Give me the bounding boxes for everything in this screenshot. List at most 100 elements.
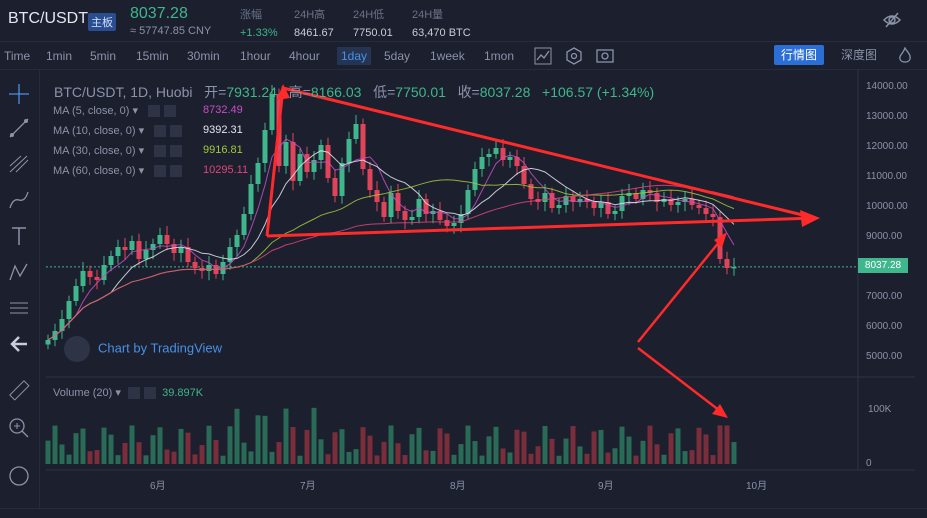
tf-time[interactable]: Time bbox=[4, 49, 31, 63]
candle-body bbox=[262, 130, 268, 163]
ma30-legend[interactable]: MA (30, close, 0) ▾ 9916.81 bbox=[53, 144, 243, 158]
measure-icon[interactable] bbox=[7, 296, 31, 320]
lock-icon[interactable] bbox=[7, 464, 31, 488]
depth-view-button[interactable]: 深度图 bbox=[840, 48, 877, 62]
kline-view-button[interactable]: 行情图 bbox=[774, 45, 824, 65]
ruler-icon[interactable] bbox=[7, 378, 31, 402]
stat-change: 涨幅 +1.33% bbox=[240, 6, 278, 39]
crosshair-icon[interactable] bbox=[7, 82, 31, 106]
screenshot-icon[interactable] bbox=[596, 47, 614, 65]
ma10-legend[interactable]: MA (10, close, 0) ▾ 9392.31 bbox=[53, 124, 243, 138]
tf-1mon[interactable]: 1mon bbox=[484, 49, 515, 63]
candle-body bbox=[423, 199, 429, 214]
tf-15min[interactable]: 15min bbox=[136, 49, 169, 63]
stat-value: 63,470 BTC bbox=[412, 27, 471, 39]
stat-high: 24H高 8461.67 bbox=[294, 6, 334, 39]
volume-bar bbox=[206, 425, 212, 464]
fib-icon[interactable] bbox=[7, 152, 31, 176]
volume-bar bbox=[570, 426, 576, 464]
ma-value: 9916.81 bbox=[203, 144, 243, 156]
volume-axis-label: 0 bbox=[866, 458, 872, 469]
change-value: +106.57 (+1.34%) bbox=[542, 84, 655, 100]
price-axis-label: 6000.00 bbox=[866, 321, 903, 332]
candle-body bbox=[290, 142, 296, 181]
arrowhead-down bbox=[712, 404, 728, 418]
tf-4hour[interactable]: 4hour bbox=[289, 49, 320, 63]
pattern-icon[interactable] bbox=[7, 260, 31, 284]
ma60-line bbox=[47, 184, 735, 341]
tf-5min[interactable]: 5min bbox=[90, 49, 117, 63]
volume-bar bbox=[122, 442, 128, 464]
volume-bar bbox=[486, 436, 492, 464]
tf-1week[interactable]: 1week bbox=[430, 49, 465, 63]
flame-icon[interactable] bbox=[898, 47, 912, 65]
candle-body bbox=[346, 139, 352, 163]
volume-bar bbox=[675, 428, 681, 464]
ma5-line bbox=[47, 138, 735, 341]
candle-body bbox=[682, 199, 688, 202]
text-tool-icon[interactable] bbox=[7, 224, 31, 248]
candle-body bbox=[122, 247, 128, 250]
candle-body bbox=[227, 247, 233, 262]
candle-body bbox=[332, 178, 338, 196]
settings-icon[interactable] bbox=[565, 47, 583, 65]
time-axis-label: 8月 bbox=[450, 481, 466, 492]
volume-bar bbox=[45, 440, 51, 464]
arrowhead-top bbox=[277, 84, 290, 100]
volume-bar bbox=[346, 451, 352, 464]
time-axis-label: 10月 bbox=[746, 481, 768, 492]
candle-body bbox=[66, 301, 72, 319]
tf-1day[interactable]: 1day bbox=[337, 47, 372, 65]
pair-name[interactable]: BTC/USDT bbox=[8, 10, 88, 27]
price-chart[interactable] bbox=[0, 70, 927, 518]
volume-bar bbox=[388, 425, 394, 464]
back-arrow-icon[interactable] bbox=[7, 332, 31, 356]
zoom-in-icon[interactable] bbox=[7, 416, 31, 440]
volume-bar bbox=[80, 428, 86, 464]
stat-volume: 24H量 63,470 BTC bbox=[412, 6, 471, 39]
volume-bar bbox=[682, 451, 688, 464]
ma-value: 9392.31 bbox=[203, 124, 243, 136]
candle-body bbox=[724, 259, 730, 268]
tf-1hour[interactable]: 1hour bbox=[240, 49, 271, 63]
volume-bar bbox=[136, 442, 142, 464]
tradingview-watermark[interactable]: Chart by TradingView bbox=[64, 336, 222, 362]
candle-body bbox=[269, 94, 275, 130]
low-value: 7750.01 bbox=[395, 84, 446, 100]
candle-body bbox=[157, 235, 163, 244]
chart-type-icon[interactable] bbox=[534, 47, 552, 65]
volume-bar bbox=[276, 442, 282, 464]
candle-body bbox=[654, 193, 660, 202]
volume-bar bbox=[444, 433, 450, 464]
candle-body bbox=[479, 157, 485, 169]
candle-body bbox=[521, 166, 527, 184]
stat-low: 24H低 7750.01 bbox=[353, 6, 393, 39]
tf-5day[interactable]: 5day bbox=[384, 49, 411, 63]
hide-eye-icon[interactable] bbox=[882, 10, 902, 30]
volume-bar bbox=[108, 434, 114, 464]
candle-body bbox=[640, 190, 646, 199]
drawing-toolbar bbox=[0, 70, 40, 518]
volume-legend[interactable]: Volume (20) ▾ 39.897K bbox=[53, 387, 204, 400]
price-axis-label: 9000.00 bbox=[866, 231, 903, 242]
candle-body bbox=[164, 235, 170, 244]
time-axis-label: 6月 bbox=[150, 481, 166, 492]
trend-line-icon[interactable] bbox=[7, 116, 31, 140]
volume-bar bbox=[269, 451, 275, 464]
candle-body bbox=[437, 211, 443, 220]
high-value: 8166.03 bbox=[310, 84, 362, 100]
volume-bar bbox=[185, 432, 191, 464]
volume-bar bbox=[521, 431, 527, 464]
ma60-legend[interactable]: MA (60, close, 0) ▾ 10295.11 bbox=[53, 164, 249, 178]
tf-1min[interactable]: 1min bbox=[46, 49, 73, 63]
price-axis-label: 13000.00 bbox=[866, 111, 908, 122]
tf-30min[interactable]: 30min bbox=[187, 49, 220, 63]
stat-label: 24H量 bbox=[412, 9, 444, 21]
volume-bar bbox=[451, 454, 457, 464]
candle-body bbox=[668, 199, 674, 205]
ma-label: MA (30, close, 0) bbox=[53, 145, 136, 157]
volume-bar bbox=[612, 448, 618, 464]
ma5-legend[interactable]: MA (5, close, 0) ▾ 8732.49 bbox=[53, 104, 243, 118]
brush-icon[interactable] bbox=[7, 188, 31, 212]
ma-label: MA (60, close, 0) bbox=[53, 165, 136, 177]
